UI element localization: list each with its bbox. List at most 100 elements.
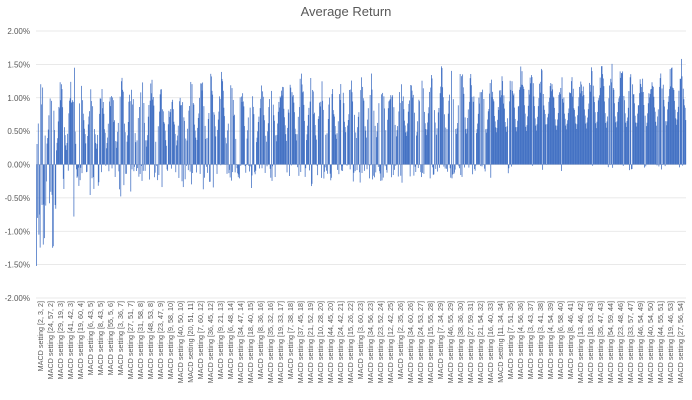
bar	[530, 83, 532, 165]
bar	[504, 108, 505, 165]
bar	[367, 119, 369, 165]
bar	[376, 137, 377, 165]
bar	[611, 82, 612, 165]
bar	[73, 164, 75, 217]
bar	[298, 164, 300, 176]
bar	[514, 107, 515, 165]
bar	[662, 84, 664, 165]
x-tick-label: MACD setting [27, 59, 31]	[466, 301, 475, 383]
bar	[636, 122, 638, 165]
x-tick-label: MACD setting [34, 60, 26]	[406, 301, 415, 383]
bar	[469, 78, 471, 165]
bar	[102, 102, 104, 165]
bar	[396, 136, 397, 165]
bar	[49, 164, 50, 204]
bar	[441, 68, 443, 165]
bar	[267, 131, 269, 165]
bar	[113, 121, 115, 165]
bar	[268, 107, 270, 165]
bar	[144, 122, 145, 165]
bar	[177, 135, 179, 165]
bar	[358, 112, 360, 165]
bar	[176, 145, 177, 165]
bar	[476, 129, 478, 165]
bar	[119, 96, 121, 165]
bar	[554, 119, 556, 165]
bar	[650, 89, 652, 165]
bar	[324, 164, 325, 172]
x-tick-label: MACD setting [21, 54, 32]	[476, 301, 485, 383]
bar	[467, 109, 469, 165]
x-tick-label: MACD setting [27, 56, 54]	[676, 301, 685, 383]
bar	[243, 106, 245, 165]
bar	[147, 135, 149, 165]
bar	[684, 105, 685, 165]
bar	[64, 135, 66, 165]
bar	[200, 83, 202, 165]
bar	[372, 164, 374, 180]
bar	[504, 122, 506, 165]
bar	[561, 77, 563, 165]
bar	[489, 83, 491, 165]
bar	[362, 98, 364, 165]
bar	[221, 78, 223, 165]
bar	[124, 132, 126, 165]
bar	[61, 89, 63, 165]
bar	[502, 81, 504, 165]
bar	[249, 164, 250, 172]
bar	[647, 113, 649, 165]
bar	[276, 134, 278, 165]
bar	[340, 84, 342, 165]
bar	[682, 164, 684, 166]
bar	[327, 118, 329, 165]
bar	[492, 99, 494, 165]
bar	[546, 124, 548, 165]
bar	[514, 118, 516, 165]
bar	[87, 135, 89, 165]
bar	[386, 164, 388, 173]
bar	[628, 91, 630, 165]
bar	[196, 164, 197, 173]
bar	[424, 111, 425, 165]
bar	[599, 95, 600, 165]
bar	[175, 164, 177, 173]
bar	[127, 135, 129, 165]
bar	[179, 97, 181, 165]
bar	[379, 164, 381, 174]
bar	[92, 106, 94, 165]
bar	[201, 90, 203, 165]
bar	[47, 129, 49, 165]
bar	[665, 121, 667, 165]
x-tick-label: MACD setting [11, 34, 34]	[496, 301, 505, 383]
bar	[460, 164, 462, 176]
bar	[141, 164, 142, 166]
bar	[489, 93, 490, 165]
bar	[89, 164, 91, 196]
bar	[249, 107, 251, 165]
bar	[564, 118, 566, 165]
x-tick-label: MACD setting [35, 47, 43]	[596, 301, 605, 383]
bar	[59, 82, 61, 165]
bar	[536, 124, 538, 165]
bar	[280, 97, 282, 165]
bar	[104, 132, 106, 165]
bar	[128, 101, 130, 165]
x-tick-label: MACD setting [3, 60, 23]	[356, 301, 365, 379]
bar	[532, 164, 534, 166]
bar	[451, 70, 452, 165]
bar	[394, 124, 396, 165]
bar	[74, 131, 76, 165]
bar	[313, 114, 315, 165]
bar	[299, 107, 300, 165]
bar	[589, 91, 591, 165]
bar	[544, 113, 546, 165]
bar	[97, 134, 99, 165]
bar	[417, 121, 419, 165]
bar	[466, 133, 467, 165]
bar	[182, 164, 184, 188]
bar	[532, 83, 534, 165]
bar	[278, 101, 280, 165]
bar	[544, 109, 545, 165]
x-tick-label: MACD setting [20, 51, 11]	[186, 301, 195, 383]
bar	[172, 109, 174, 165]
